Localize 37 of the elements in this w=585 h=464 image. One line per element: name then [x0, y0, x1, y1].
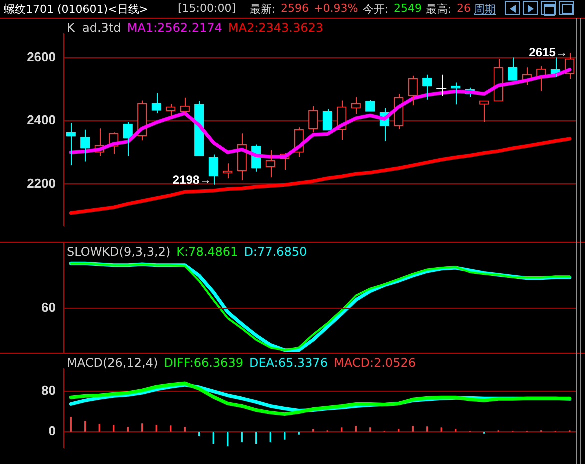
annotation: 2615→ — [529, 45, 568, 60]
chart-subtitle: SLOWKD(9,3,3,2) — [67, 245, 171, 259]
y-tick-label: 2400 — [27, 112, 56, 128]
text: 最新: — [250, 2, 276, 17]
candlestick — [66, 122, 76, 166]
text: 60 — [42, 300, 56, 316]
chart-subtitle: K ad.3td — [67, 21, 122, 35]
text: 2596 — [281, 2, 309, 15]
candlestick — [480, 100, 490, 122]
y-tick-label: 2600 — [27, 49, 56, 64]
candlestick — [223, 163, 233, 179]
text: [15:00:00] — [178, 2, 236, 15]
chart-subtitle: MACD(26,12,4) — [67, 356, 158, 370]
text: +0.93% — [314, 2, 358, 15]
candlestick — [308, 106, 318, 134]
y-tick-label: 2200 — [27, 176, 56, 191]
candlestick — [322, 108, 332, 131]
text: MA1:2562.2174 — [127, 21, 222, 35]
y-tick-label: 80 — [42, 383, 56, 398]
candlestick — [408, 75, 418, 106]
series-label: DIFF:66.3639 — [164, 356, 244, 370]
candlestick — [451, 82, 461, 106]
text: 26 — [457, 2, 471, 15]
text: 最高: — [426, 2, 452, 17]
candlestick — [436, 74, 448, 97]
text: D:77.6850 — [244, 245, 308, 259]
text: 今开: — [363, 2, 389, 17]
annotation: 2198→ — [172, 173, 212, 188]
text: 2549 — [394, 2, 422, 15]
candlestick — [208, 154, 218, 186]
y-tick-label: 0 — [48, 424, 56, 439]
text: MACD:2.0526 — [334, 356, 416, 370]
text: MA2:2343.3623 — [228, 21, 324, 35]
text: 周期 — [474, 2, 496, 17]
text: DEA:65.3376 — [249, 356, 328, 370]
series-label: K:78.4861 — [176, 245, 238, 259]
chart-title: 螺纹1701 (010601)<日线> — [4, 2, 148, 17]
